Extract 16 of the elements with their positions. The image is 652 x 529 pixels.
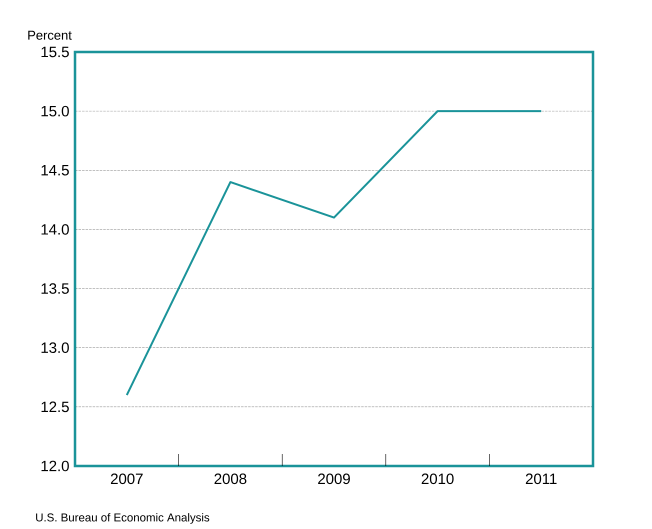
x-tick-label: 2008 [214,474,246,484]
y-axis-title: Percent [28,30,72,40]
y-tick-label: 15.0 [42,106,69,116]
line-series [126,110,542,396]
y-tick-label: 12.0 [42,460,69,472]
x-tick-label: 2010 [422,474,454,484]
y-tick-label: 12.5 [42,402,69,412]
y-tick-label: 14.5 [42,165,69,176]
y-tick-label: 15.5 [42,46,69,58]
x-tick-label: 2011 [526,474,557,484]
x-tick-label: 2007 [110,474,143,484]
text: U.S. Bureau of Economic Analysis [36,513,210,524]
x-tick-label: 2009 [318,474,350,484]
y-tick-label: 13.5 [42,283,69,294]
y-tick-label: 13.0 [42,342,69,353]
y-tick-label: 14.0 [42,224,69,235]
